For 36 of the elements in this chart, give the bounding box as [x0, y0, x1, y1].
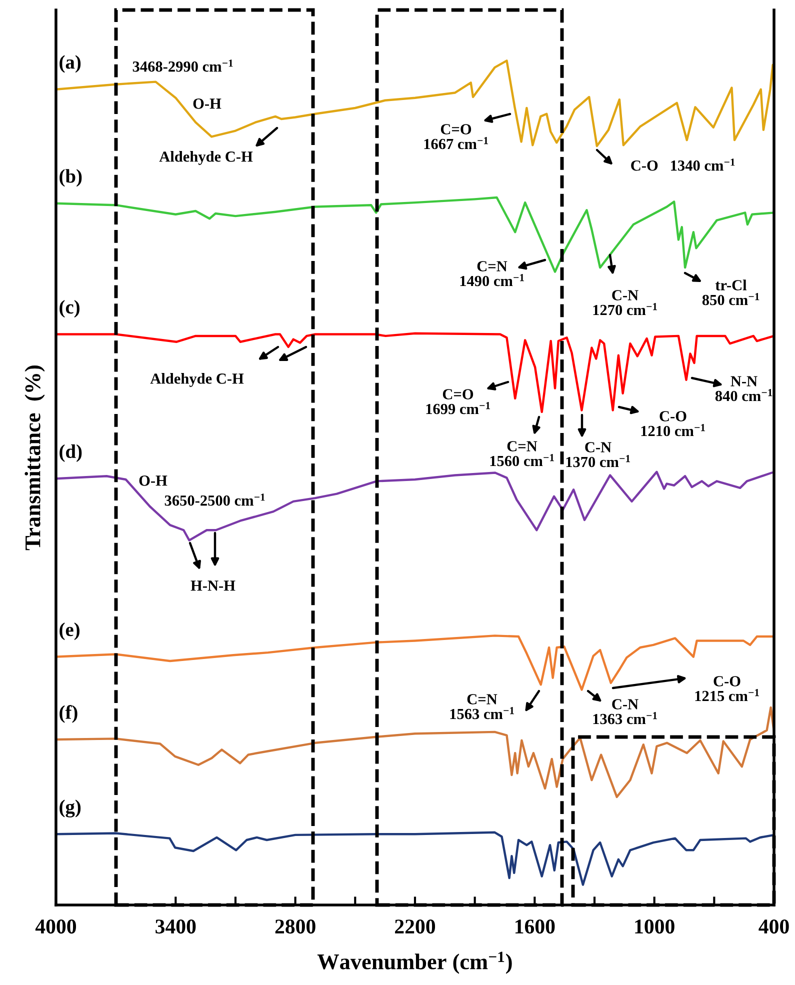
annotation: C=O 1667 cm$^{−1}$ — [424, 124, 488, 150]
annotation: O-H — [193, 98, 222, 109]
annotation: C=N 1490 cm$^{−1}$ — [460, 261, 524, 286]
x-tick-label: 1600 — [516, 920, 555, 934]
series-label: (g) — [60, 800, 81, 818]
annotation: C-O 1210 cm$^{−1}$ — [641, 411, 705, 436]
x-axis-title: Wavenumber (cm$^{−1}$) — [317, 952, 512, 974]
x-tick-label: 400 — [758, 920, 789, 934]
annotation: C=N 1563 cm$^{−1}$ — [450, 694, 514, 720]
annotation: 3650-2500 cm$^{−1}$ — [164, 494, 265, 506]
series-label: (e) — [60, 622, 80, 640]
y-axis-title: Transmittance (%) — [24, 366, 45, 550]
x-tick-label: 1000 — [635, 920, 674, 934]
annotation: O-H — [139, 476, 168, 486]
series-label: (f) — [60, 705, 78, 723]
annotation: tr-Cl 850 cm$^{−1}$ — [702, 280, 760, 306]
annotation: N-N 840 cm$^{−1}$ — [715, 376, 772, 402]
annotation: 3468-2990 cm$^{−1}$ — [132, 60, 233, 72]
annotation: H-N-H — [190, 580, 236, 591]
series-label: (c) — [60, 300, 80, 318]
annotation: C=O 1699 cm$^{−1}$ — [426, 389, 490, 414]
series-label: (a) — [60, 55, 81, 73]
annotation: C-N 1270 cm$^{−1}$ — [593, 290, 657, 316]
x-tick-label: 4000 — [35, 920, 76, 934]
series-label: (b) — [60, 169, 82, 187]
x-tick-label: 2800 — [275, 920, 316, 934]
annotation: C-O 1340 cm$^{−1}$ — [631, 158, 735, 171]
x-tick-label: 2200 — [395, 920, 436, 934]
x-tick-label: 3400 — [156, 920, 196, 934]
annotation: C=N 1560 cm$^{−1}$ — [490, 441, 554, 466]
annotation: Aldehyde C-H — [150, 373, 244, 387]
annotation: Aldehyde C-H — [159, 151, 253, 165]
annotation: C-N 1370 cm$^{−1}$ — [566, 442, 630, 468]
series-label: (d) — [60, 444, 82, 462]
annotation: C-N 1363 cm$^{−1}$ — [593, 699, 657, 724]
annotation: C-O 1215 cm$^{−1}$ — [695, 676, 759, 702]
